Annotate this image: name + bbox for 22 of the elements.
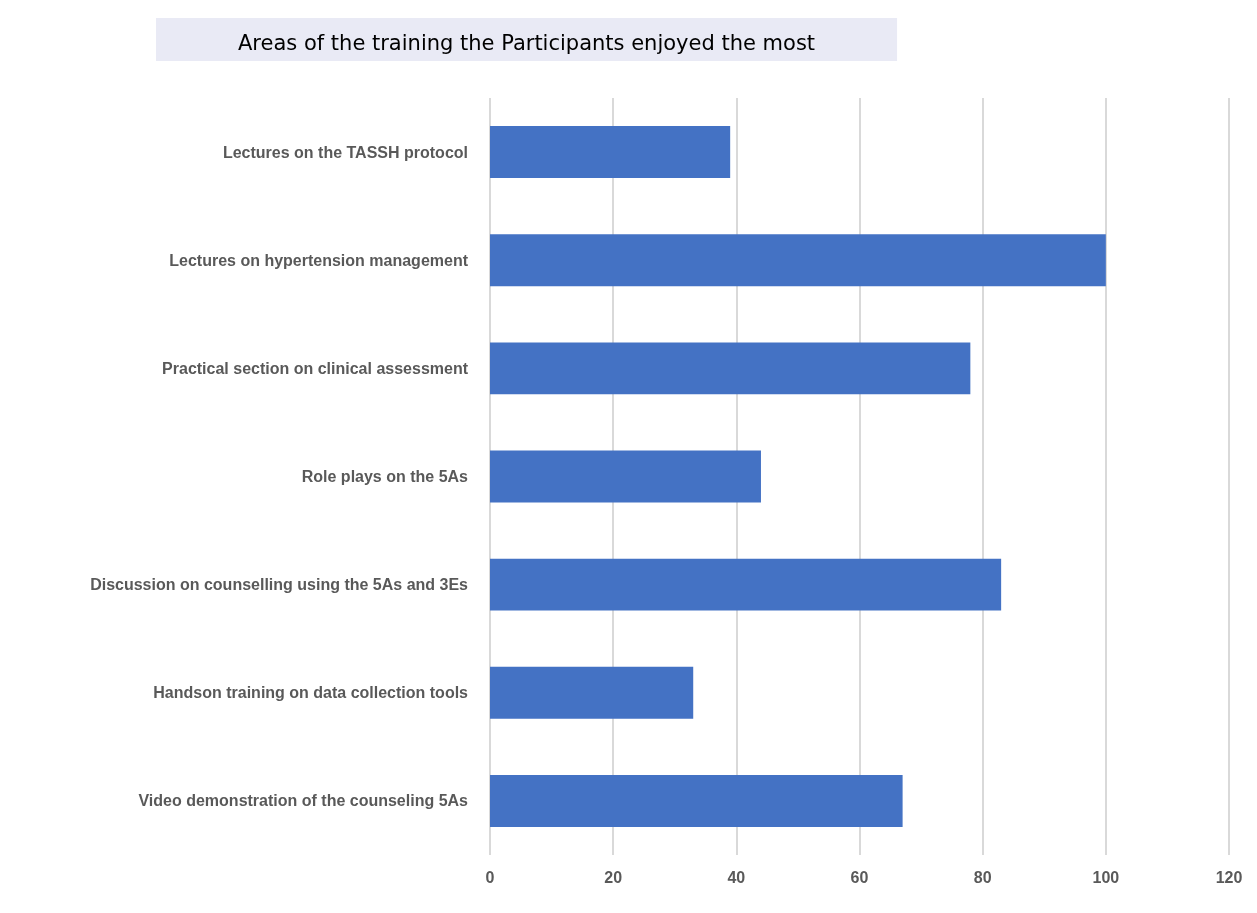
x-tick-label: 80 bbox=[973, 868, 992, 886]
x-tick-label: 120 bbox=[1215, 868, 1243, 886]
bar bbox=[490, 666, 694, 719]
bar bbox=[490, 234, 1106, 287]
x-tick-label: 20 bbox=[604, 868, 623, 886]
y-tick-label: Role plays on the 5As bbox=[301, 468, 469, 485]
y-tick-label: Handson training on data collection tools bbox=[153, 684, 469, 702]
bar bbox=[490, 342, 971, 395]
bar bbox=[490, 126, 731, 179]
x-tick-label: 100 bbox=[1092, 868, 1120, 886]
y-tick-label: Practical section on clinical assessment bbox=[162, 359, 469, 377]
chart-title: Areas of the training the Participants enjoyed the most bbox=[238, 30, 816, 55]
y-tick-label: Video demonstration of the counseling 5As bbox=[138, 792, 469, 810]
x-tick-label: 0 bbox=[485, 868, 495, 886]
bar bbox=[490, 450, 761, 503]
bar bbox=[490, 558, 1002, 611]
y-tick-label: Discussion on counselling using the 5As and 3Es bbox=[90, 576, 469, 594]
y-tick-label: Lectures on hypertension management bbox=[169, 251, 469, 269]
y-tick-label: Lectures on the TASSH protocol bbox=[222, 143, 468, 161]
x-tick-label: 40 bbox=[727, 868, 746, 886]
bar bbox=[490, 774, 903, 827]
x-tick-label: 60 bbox=[850, 868, 869, 886]
